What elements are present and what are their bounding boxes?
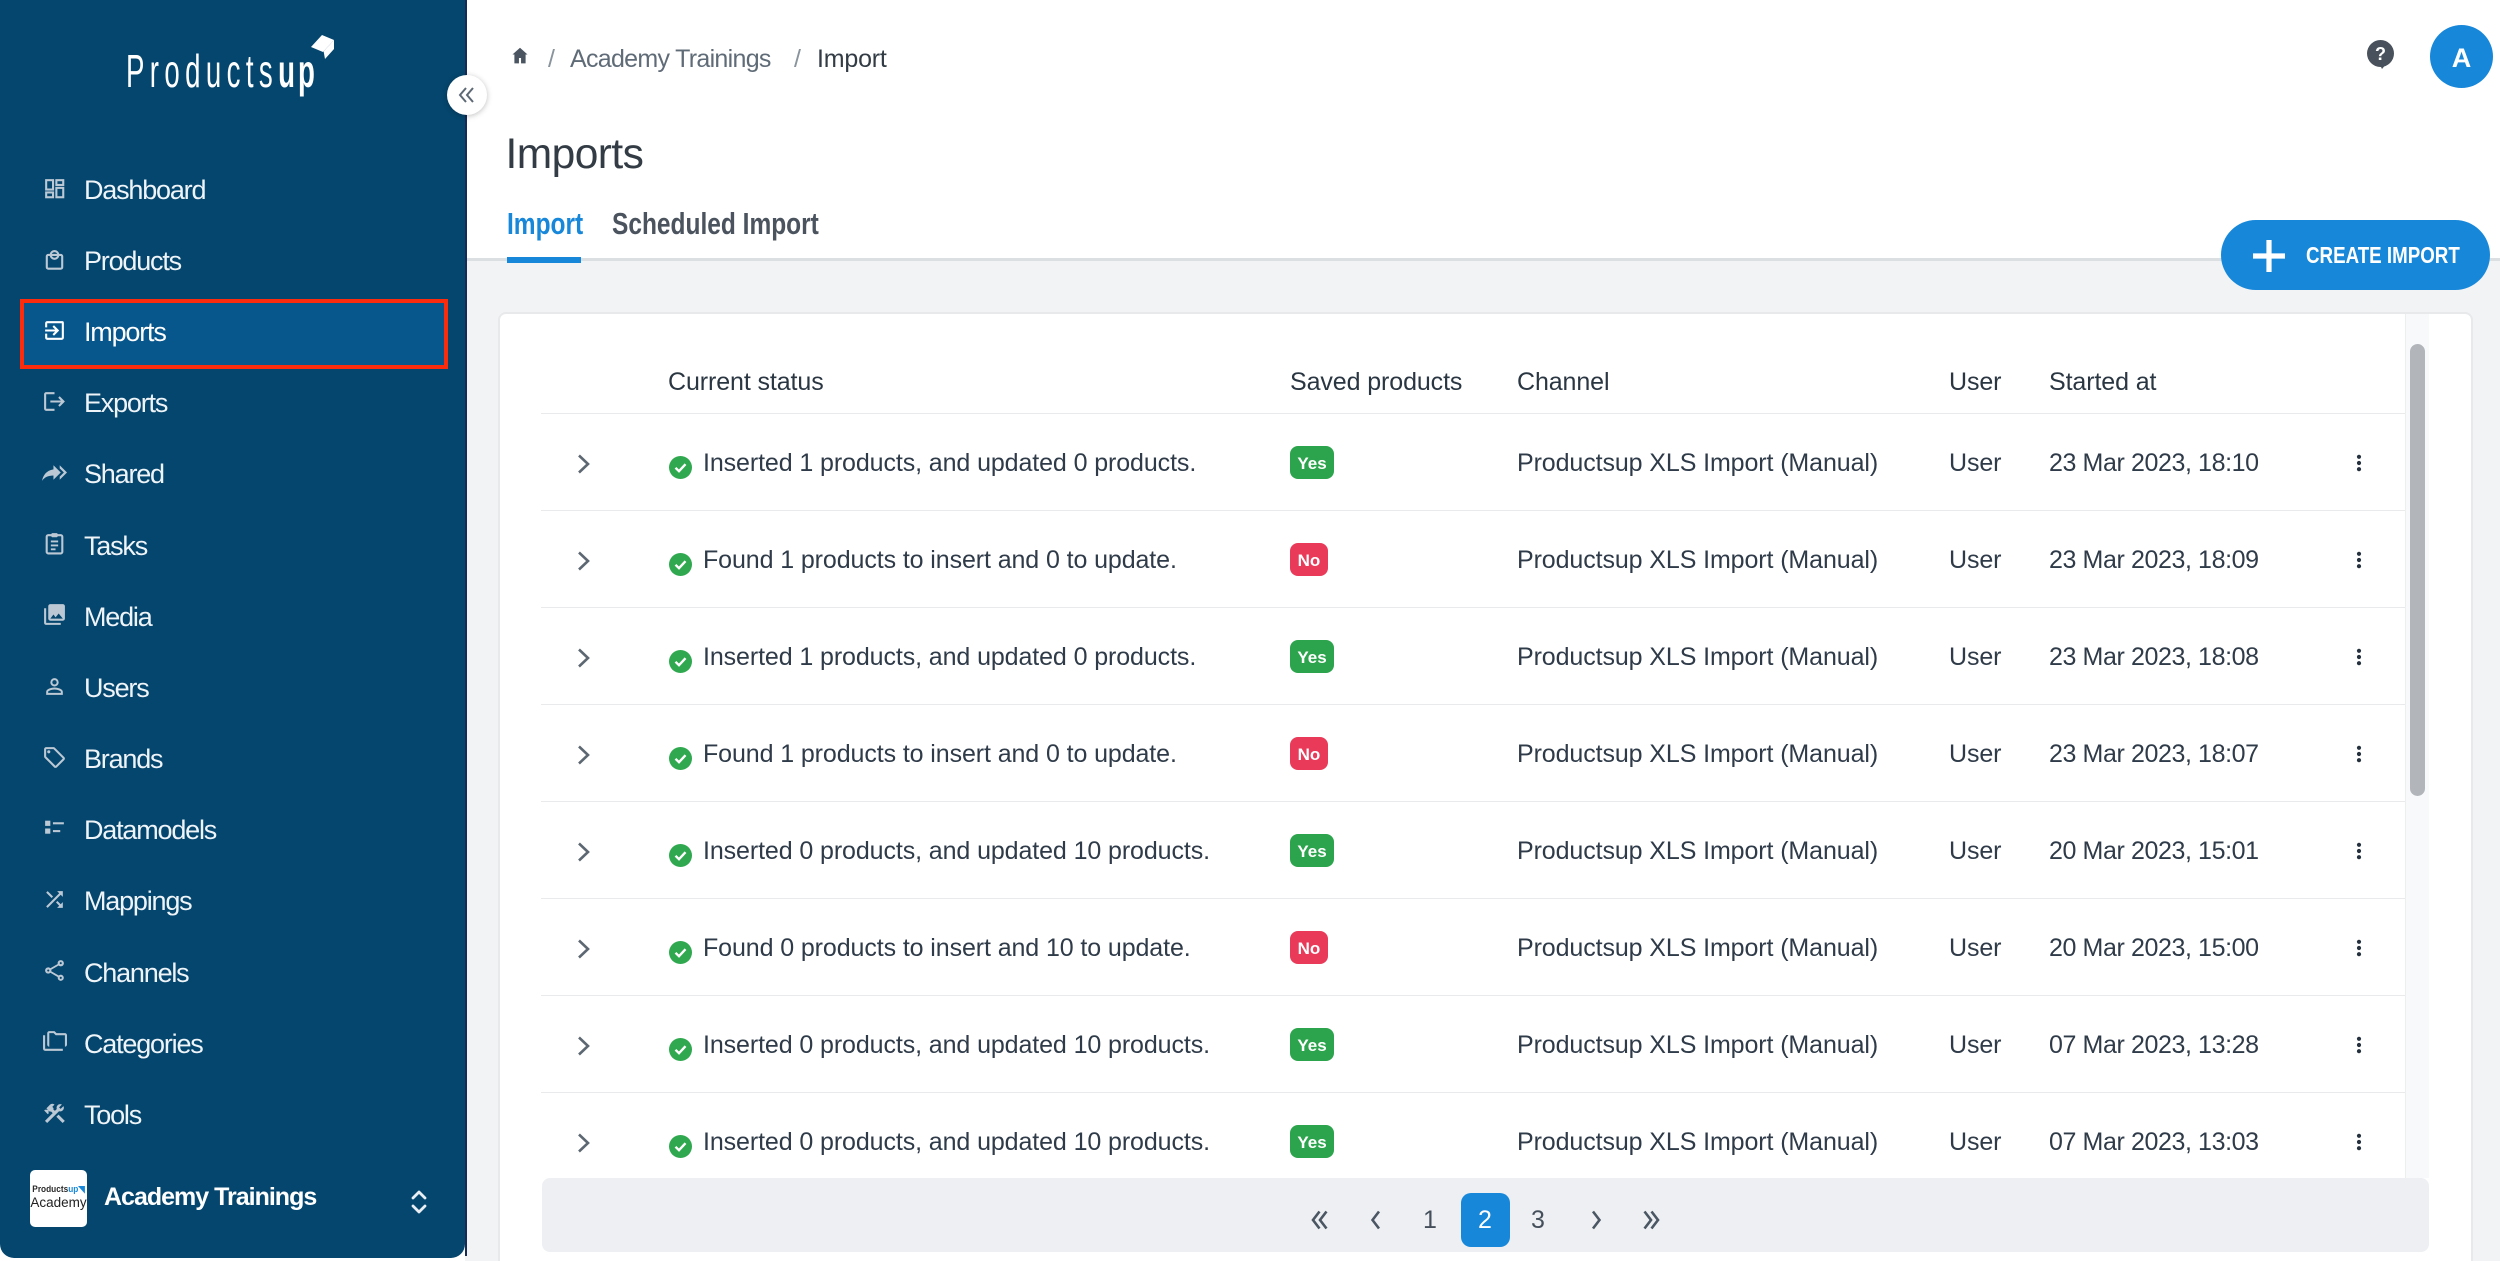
- svg-text:?: ?: [2375, 44, 2386, 64]
